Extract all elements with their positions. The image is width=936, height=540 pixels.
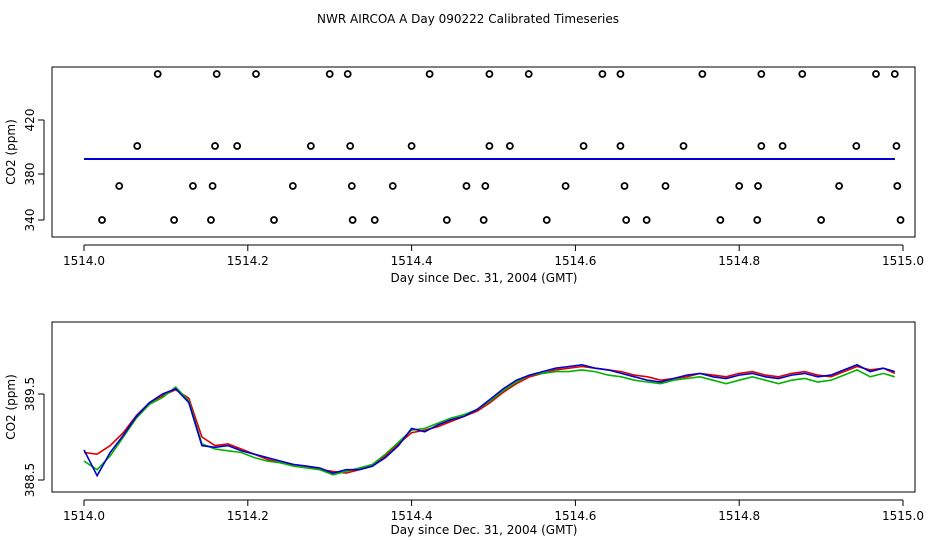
scatter-point	[481, 182, 490, 190]
scatter-point	[170, 216, 178, 224]
scatter-point	[852, 142, 861, 150]
scatter-point	[425, 70, 434, 78]
scatter-point	[579, 142, 588, 150]
scatter-point	[642, 216, 651, 224]
x-axis-label-bottom: Day since Dec. 31, 2004 (GMT)	[391, 523, 578, 537]
y-tick-label: 388.5	[23, 463, 37, 497]
scatter-point	[893, 182, 902, 190]
scatter-point	[561, 182, 570, 190]
scatter-point	[679, 142, 688, 150]
scatter-point	[716, 216, 725, 224]
scatter-point	[370, 216, 379, 224]
scatter-point	[616, 70, 625, 78]
scatter-point	[661, 182, 670, 190]
scatter-point	[798, 70, 807, 78]
scatter-point	[153, 70, 162, 78]
x-tick-label: 1514.2	[227, 254, 269, 268]
scatter-point	[892, 142, 901, 150]
scatter-point	[622, 216, 631, 224]
scatter-point	[270, 216, 278, 224]
x-tick-label: 1514.0	[63, 254, 105, 268]
x-tick-label: 1514.0	[63, 509, 105, 523]
scatter-point	[753, 216, 762, 224]
x-tick-label: 1514.4	[391, 254, 433, 268]
scatter-point	[872, 70, 880, 78]
scatter-point	[252, 70, 260, 78]
plot-frame-top	[51, 66, 916, 238]
scatter-point	[189, 182, 197, 190]
scatter-point	[757, 142, 766, 150]
scatter-point	[890, 70, 899, 78]
scatter-point	[346, 142, 355, 150]
scatter-point	[208, 182, 217, 190]
scatter-point	[288, 182, 297, 190]
plot-frame-bottom	[51, 321, 916, 493]
y-tick-label: 389.5	[23, 377, 37, 411]
x-tick-label: 1515.0	[882, 254, 924, 268]
x-axis-bottom: 1514.0 1514.2 1514.4 1514.6 1514.8 1515.0	[63, 499, 924, 523]
y-axis-bottom: 388.5 389.5	[23, 377, 45, 497]
scatter-point	[212, 70, 221, 78]
y-tick-label: 380	[23, 163, 37, 186]
x-tick-label: 1514.6	[554, 254, 596, 268]
scatter-point	[485, 142, 494, 150]
x-tick-label: 1514.2	[227, 509, 269, 523]
scatter-point	[388, 182, 397, 190]
scatter-point	[505, 142, 514, 150]
scatter-point	[325, 70, 334, 78]
scatter-point	[835, 182, 844, 190]
x-tick-label: 1514.6	[554, 509, 596, 523]
scatter-point	[757, 70, 766, 78]
scatter-point	[98, 216, 106, 224]
x-tick-label: 1514.8	[718, 509, 760, 523]
scatter-point	[462, 182, 471, 190]
x-axis-label-top: Day since Dec. 31, 2004 (GMT)	[391, 271, 578, 285]
scatter-point	[343, 70, 352, 78]
scatter-point	[485, 70, 494, 78]
y-axis-label-bottom: CO2 (ppm)	[4, 374, 18, 440]
scatter-point	[133, 142, 142, 150]
series-line-green	[83, 369, 896, 476]
scatter-point	[620, 182, 629, 190]
scatter-point	[542, 216, 551, 224]
x-axis-top: 1514.0 1514.2 1514.4 1514.6 1514.8 1515.0	[63, 244, 924, 268]
series-line-red	[83, 365, 896, 474]
scatter-point	[598, 70, 607, 78]
scatter-point	[211, 142, 219, 150]
scatter-point	[207, 216, 215, 224]
scatter-point	[348, 216, 357, 224]
scatter-point	[347, 182, 356, 190]
series-lines-bottom	[83, 363, 896, 478]
scatter-point	[754, 182, 762, 190]
x-tick-label: 1514.8	[718, 254, 760, 268]
scatter-point	[306, 142, 315, 150]
scatter-point	[233, 142, 242, 150]
y-axis-top: 340 380 420	[23, 109, 45, 232]
scatter-point	[479, 216, 488, 224]
scatter-point	[817, 216, 825, 224]
scatter-point	[616, 142, 625, 150]
chart-title: NWR AIRCOA A Day 090222 Calibrated Times…	[317, 12, 619, 26]
scatter-point	[115, 182, 124, 190]
scatter-point	[407, 142, 416, 150]
series-line-blue	[83, 363, 896, 478]
panel-top: 340 380 420 1514.0 1514.2 1514.4 1514.6 1514.8…	[4, 66, 924, 285]
y-tick-label: 420	[23, 109, 37, 132]
scatter-point	[778, 142, 787, 150]
scatter-point	[896, 216, 905, 224]
scatter-point	[524, 70, 533, 78]
x-tick-label: 1514.4	[391, 509, 433, 523]
scatter-point	[698, 70, 707, 78]
scatter-points-top	[98, 70, 905, 224]
x-tick-label: 1515.0	[882, 509, 924, 523]
y-axis-label-top: CO2 (ppm)	[4, 119, 18, 185]
scatter-point	[735, 182, 744, 190]
scatter-point	[442, 216, 451, 224]
y-tick-label: 340	[23, 209, 37, 232]
